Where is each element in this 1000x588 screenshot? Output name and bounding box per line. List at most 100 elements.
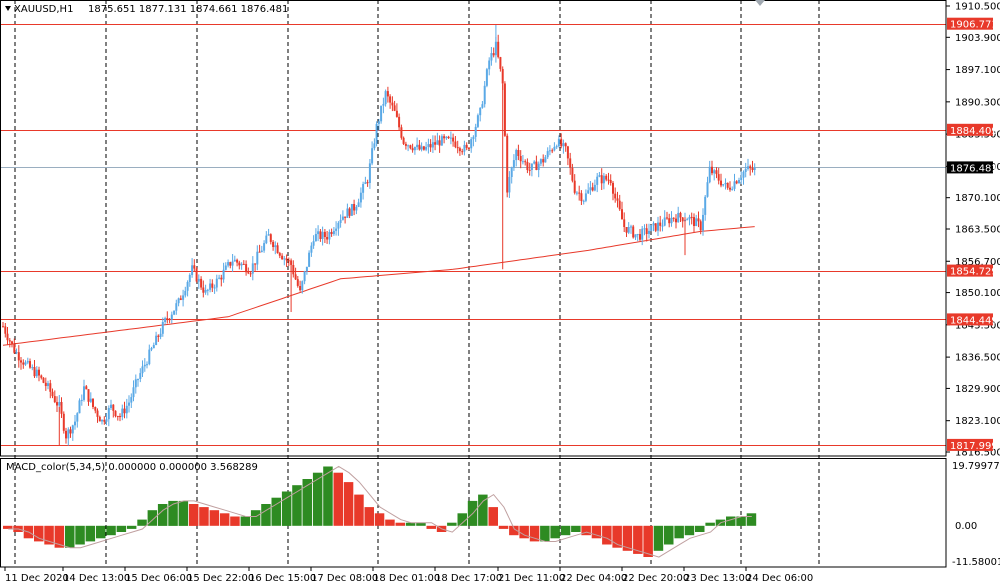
- candle-body: [227, 262, 230, 266]
- candle: [515, 148, 518, 167]
- candle-body: [681, 217, 684, 222]
- candle: [155, 331, 158, 346]
- candle-body: [332, 230, 335, 235]
- candle: [368, 159, 371, 189]
- candle-body: [112, 404, 115, 411]
- candle: [141, 360, 144, 377]
- candle: [344, 216, 347, 224]
- candle-body: [650, 225, 653, 231]
- candle-body: [560, 138, 563, 147]
- candle-body: [722, 184, 725, 186]
- candle-body: [497, 41, 500, 58]
- candle-body: [429, 144, 432, 148]
- candle: [96, 408, 99, 423]
- candle-body: [146, 364, 148, 366]
- x-tick-label: 22 Dec 20:00: [622, 573, 689, 584]
- candle-body: [177, 298, 180, 304]
- candle: [24, 360, 27, 366]
- candle: [166, 311, 169, 324]
- candle: [98, 415, 101, 422]
- candle-body: [618, 200, 621, 210]
- candle: [524, 159, 527, 166]
- candle-body: [330, 232, 333, 234]
- candle: [353, 199, 356, 216]
- macd-bar: [736, 516, 746, 526]
- candle: [62, 411, 65, 434]
- ohlc-label: 1875.651 1877.131 1874.661 1876.481: [88, 4, 288, 15]
- candle: [114, 410, 117, 418]
- candle-body: [609, 180, 612, 183]
- candle-body: [720, 180, 722, 186]
- candle: [449, 131, 452, 145]
- candle: [470, 137, 473, 153]
- candle-body: [503, 83, 506, 136]
- candle-body: [366, 182, 369, 184]
- candle-body: [533, 161, 536, 164]
- candle-body: [371, 148, 374, 164]
- candle-body: [128, 402, 130, 406]
- candle: [425, 141, 428, 152]
- menu-triangle-icon[interactable]: [5, 6, 11, 11]
- candle-body: [229, 262, 232, 266]
- level-price-tag-label: 1844.449: [950, 315, 998, 326]
- candle-body: [375, 123, 378, 144]
- candle: [591, 182, 594, 192]
- candle: [375, 121, 378, 147]
- candle: [609, 174, 612, 186]
- candle-body: [155, 335, 158, 345]
- candle: [380, 105, 383, 124]
- candle: [612, 181, 614, 201]
- candle-body: [254, 263, 257, 265]
- candle-body: [524, 161, 527, 163]
- macd-bar: [602, 525, 612, 545]
- candle: [281, 253, 284, 260]
- candle: [67, 427, 70, 446]
- candle: [593, 179, 596, 192]
- candle-body: [715, 170, 718, 175]
- price-panel-border: [0, 0, 947, 457]
- macd-bar: [498, 525, 509, 529]
- candle-body: [29, 361, 31, 368]
- candle-body: [249, 273, 252, 275]
- x-tick-label: 11 Dec 2020: [5, 573, 69, 584]
- candle: [35, 366, 38, 378]
- candle: [76, 412, 79, 428]
- candle-body: [267, 234, 270, 236]
- candle: [492, 47, 495, 58]
- candle: [517, 144, 520, 161]
- candle-body: [96, 410, 99, 417]
- candle-body: [173, 310, 176, 315]
- y-tick-label: 1843.300: [955, 320, 1000, 331]
- macd-bar: [447, 522, 457, 526]
- candle: [438, 135, 441, 153]
- candle-body: [639, 234, 641, 240]
- candle: [702, 208, 704, 236]
- scroll-marker-icon[interactable]: [755, 0, 765, 6]
- candle-body: [123, 408, 126, 414]
- candle-body: [726, 182, 729, 188]
- x-tick-label: 16 Dec 15:00: [249, 573, 316, 584]
- candle-body: [564, 143, 567, 147]
- candle: [362, 181, 365, 200]
- candle: [245, 260, 248, 276]
- macd-bar: [519, 525, 529, 539]
- macd-bar: [209, 510, 220, 526]
- candle: [578, 185, 581, 201]
- candle: [285, 254, 288, 267]
- candle: [465, 142, 468, 151]
- candle: [107, 405, 110, 427]
- candle-body: [591, 187, 594, 191]
- candle: [323, 229, 326, 243]
- candle-body: [749, 166, 752, 169]
- x-tick-label: 21 Dec 11:00: [498, 573, 565, 584]
- macd-bar: [726, 516, 736, 526]
- candle: [263, 240, 266, 253]
- candle: [580, 190, 583, 205]
- candle: [602, 172, 605, 190]
- candle-body: [488, 60, 491, 70]
- macd-bar: [684, 525, 695, 536]
- candle-body: [612, 182, 614, 194]
- candle: [584, 189, 587, 203]
- candle: [627, 222, 630, 235]
